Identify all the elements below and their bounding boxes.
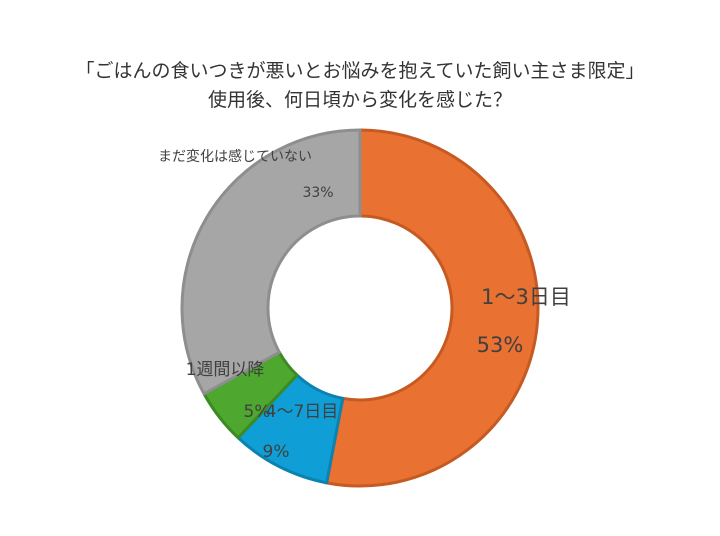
value-label-4-7-days: 9% (263, 442, 290, 462)
value-label-no-change-yet: 33% (302, 185, 333, 201)
category-label-no-change-yet: まだ変化は感じていない (158, 148, 312, 165)
chart-title-line-1: 「ごはんの食いつきが悪いとお悩みを抱えていた飼い主さま限定」 (75, 60, 644, 82)
category-label-over-1-week: 1週間以降 (186, 360, 265, 380)
slice-no-change-yet (180, 128, 362, 396)
value-label-over-1-week: 5% (244, 402, 271, 422)
value-label-1-3-days: 53% (477, 333, 524, 357)
category-label-1-3-days: 1～3日目 (481, 285, 571, 309)
slice-1-3-days (325, 128, 540, 488)
donut-slices (180, 128, 540, 488)
chart-title-line-2: 使用後、何日頃から変化を感じた？ (208, 89, 512, 111)
category-label-4-7-days: 4～7日目 (266, 402, 339, 422)
